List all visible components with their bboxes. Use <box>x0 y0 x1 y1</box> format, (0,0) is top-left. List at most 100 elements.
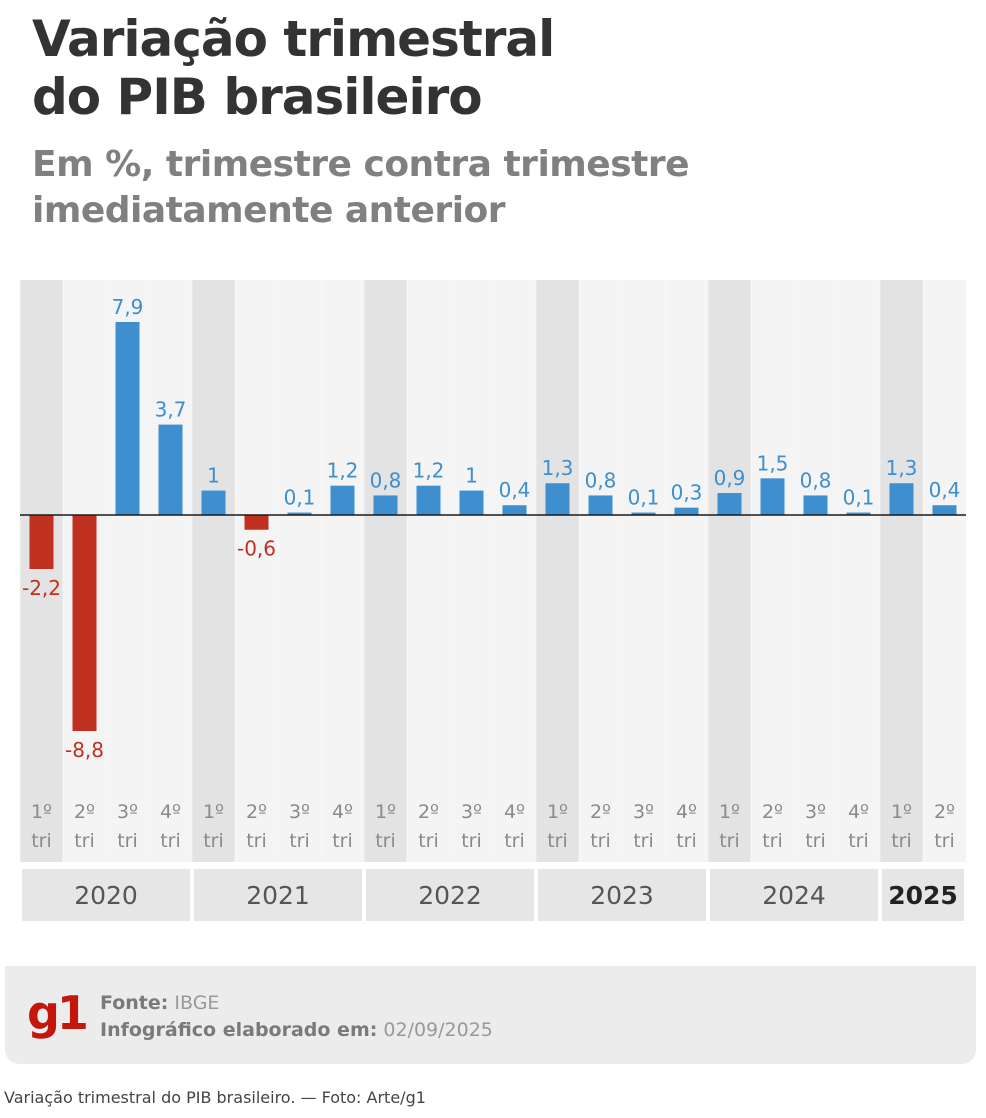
value-label: -2,2 <box>22 576 61 600</box>
value-label: 1,3 <box>542 456 574 480</box>
quarter-tick-label: 4º <box>676 801 697 823</box>
column-background <box>665 280 708 862</box>
year-label: 2022 <box>418 881 482 910</box>
column-background <box>794 280 837 862</box>
year-band <box>710 869 878 921</box>
column-background <box>579 280 622 862</box>
value-label: 0,9 <box>714 466 746 490</box>
bar <box>244 515 269 530</box>
column-background <box>450 280 493 862</box>
column-background <box>837 280 880 862</box>
quarter-tick-label: 3º <box>289 801 310 823</box>
year-band <box>882 869 964 921</box>
quarter-tick-label: 3º <box>117 801 138 823</box>
quarter-tick-suffix: tri <box>332 830 353 852</box>
date-label: Infográfico elaborado em: <box>100 1019 378 1041</box>
value-label: 0,1 <box>284 486 316 510</box>
value-label: 1,5 <box>757 451 789 475</box>
chart-subtitle-line-1: Em %, trimestre contra trimestre <box>32 144 690 185</box>
value-label: 0,4 <box>929 478 961 502</box>
source-label: Fonte: <box>100 992 169 1014</box>
value-label: 0,8 <box>800 468 832 492</box>
quarter-tick-label: 3º <box>633 801 654 823</box>
bar <box>29 515 54 569</box>
year-label: 2025 <box>888 881 958 910</box>
bar <box>459 490 484 515</box>
bar <box>674 507 699 515</box>
quarter-tick-label: 2º <box>418 801 439 823</box>
quarter-tick-suffix: tri <box>461 830 482 852</box>
date-value: 02/09/2025 <box>383 1019 493 1041</box>
column-background <box>20 280 63 862</box>
quarter-tick-suffix: tri <box>633 830 654 852</box>
quarter-tick-label: 4º <box>160 801 181 823</box>
column-background <box>536 280 579 862</box>
bar <box>158 424 183 515</box>
value-label: -8,8 <box>65 738 104 762</box>
chart-title-line-2: do PIB brasileiro <box>32 68 483 126</box>
quarter-tick-label: 2º <box>762 801 783 823</box>
bar <box>846 512 871 515</box>
column-background <box>880 280 923 862</box>
g1-logo: g1 <box>27 986 89 1040</box>
value-label: 0,4 <box>499 478 531 502</box>
bar <box>631 512 656 515</box>
quarter-tick-label: 1º <box>719 801 740 823</box>
quarter-tick-suffix: tri <box>719 830 740 852</box>
bar <box>932 505 957 515</box>
bar <box>373 495 398 515</box>
chart-title: Variação trimestral do PIB brasileiro <box>32 10 555 126</box>
bar <box>588 495 613 515</box>
year-band <box>194 869 362 921</box>
quarter-tick-suffix: tri <box>805 830 826 852</box>
year-band <box>538 869 706 921</box>
source-line: Fonte: IBGE <box>100 992 219 1014</box>
quarter-tick-suffix: tri <box>891 830 912 852</box>
column-background <box>493 280 536 862</box>
bar <box>889 483 914 515</box>
column-background <box>149 280 192 862</box>
value-label: 0,1 <box>628 486 660 510</box>
quarter-tick-label: 2º <box>246 801 267 823</box>
column-background <box>192 280 235 862</box>
bar <box>330 485 355 515</box>
bar <box>287 512 312 515</box>
quarter-tick-suffix: tri <box>31 830 52 852</box>
bar <box>803 495 828 515</box>
value-label: 1,2 <box>413 459 445 483</box>
bar <box>502 505 527 515</box>
quarter-tick-label: 4º <box>504 801 525 823</box>
chart-subtitle-line-2: imediatamente anterior <box>32 190 506 231</box>
bar <box>115 322 140 515</box>
value-label: 1 <box>465 464 478 488</box>
chart-subtitle: Em %, trimestre contra trimestre imediat… <box>32 142 690 234</box>
footer: g1 Fonte: IBGE Infográfico elaborado em:… <box>5 966 976 1064</box>
bar <box>545 483 570 515</box>
column-background <box>321 280 364 862</box>
quarter-tick-suffix: tri <box>246 830 267 852</box>
quarter-tick-suffix: tri <box>375 830 396 852</box>
quarter-tick-label: 3º <box>461 801 482 823</box>
value-label: 0,3 <box>671 481 703 505</box>
quarter-tick-suffix: tri <box>547 830 568 852</box>
quarter-tick-label: 2º <box>74 801 95 823</box>
column-background <box>751 280 794 862</box>
column-background <box>622 280 665 862</box>
quarter-tick-label: 1º <box>31 801 52 823</box>
quarter-tick-suffix: tri <box>117 830 138 852</box>
quarter-tick-label: 4º <box>848 801 869 823</box>
quarter-tick-suffix: tri <box>848 830 869 852</box>
quarter-tick-label: 3º <box>805 801 826 823</box>
year-label: 2021 <box>246 881 310 910</box>
value-label: 1,2 <box>327 459 359 483</box>
value-label: 0,8 <box>585 468 617 492</box>
value-label: 3,7 <box>155 398 187 422</box>
value-label: 1,3 <box>886 456 918 480</box>
quarter-tick-label: 1º <box>547 801 568 823</box>
column-background <box>923 280 966 862</box>
bar <box>72 515 97 731</box>
quarter-tick-suffix: tri <box>74 830 95 852</box>
value-label: 1 <box>207 464 220 488</box>
column-background <box>708 280 751 862</box>
image-caption: Variação trimestral do PIB brasileiro. —… <box>4 1088 426 1107</box>
